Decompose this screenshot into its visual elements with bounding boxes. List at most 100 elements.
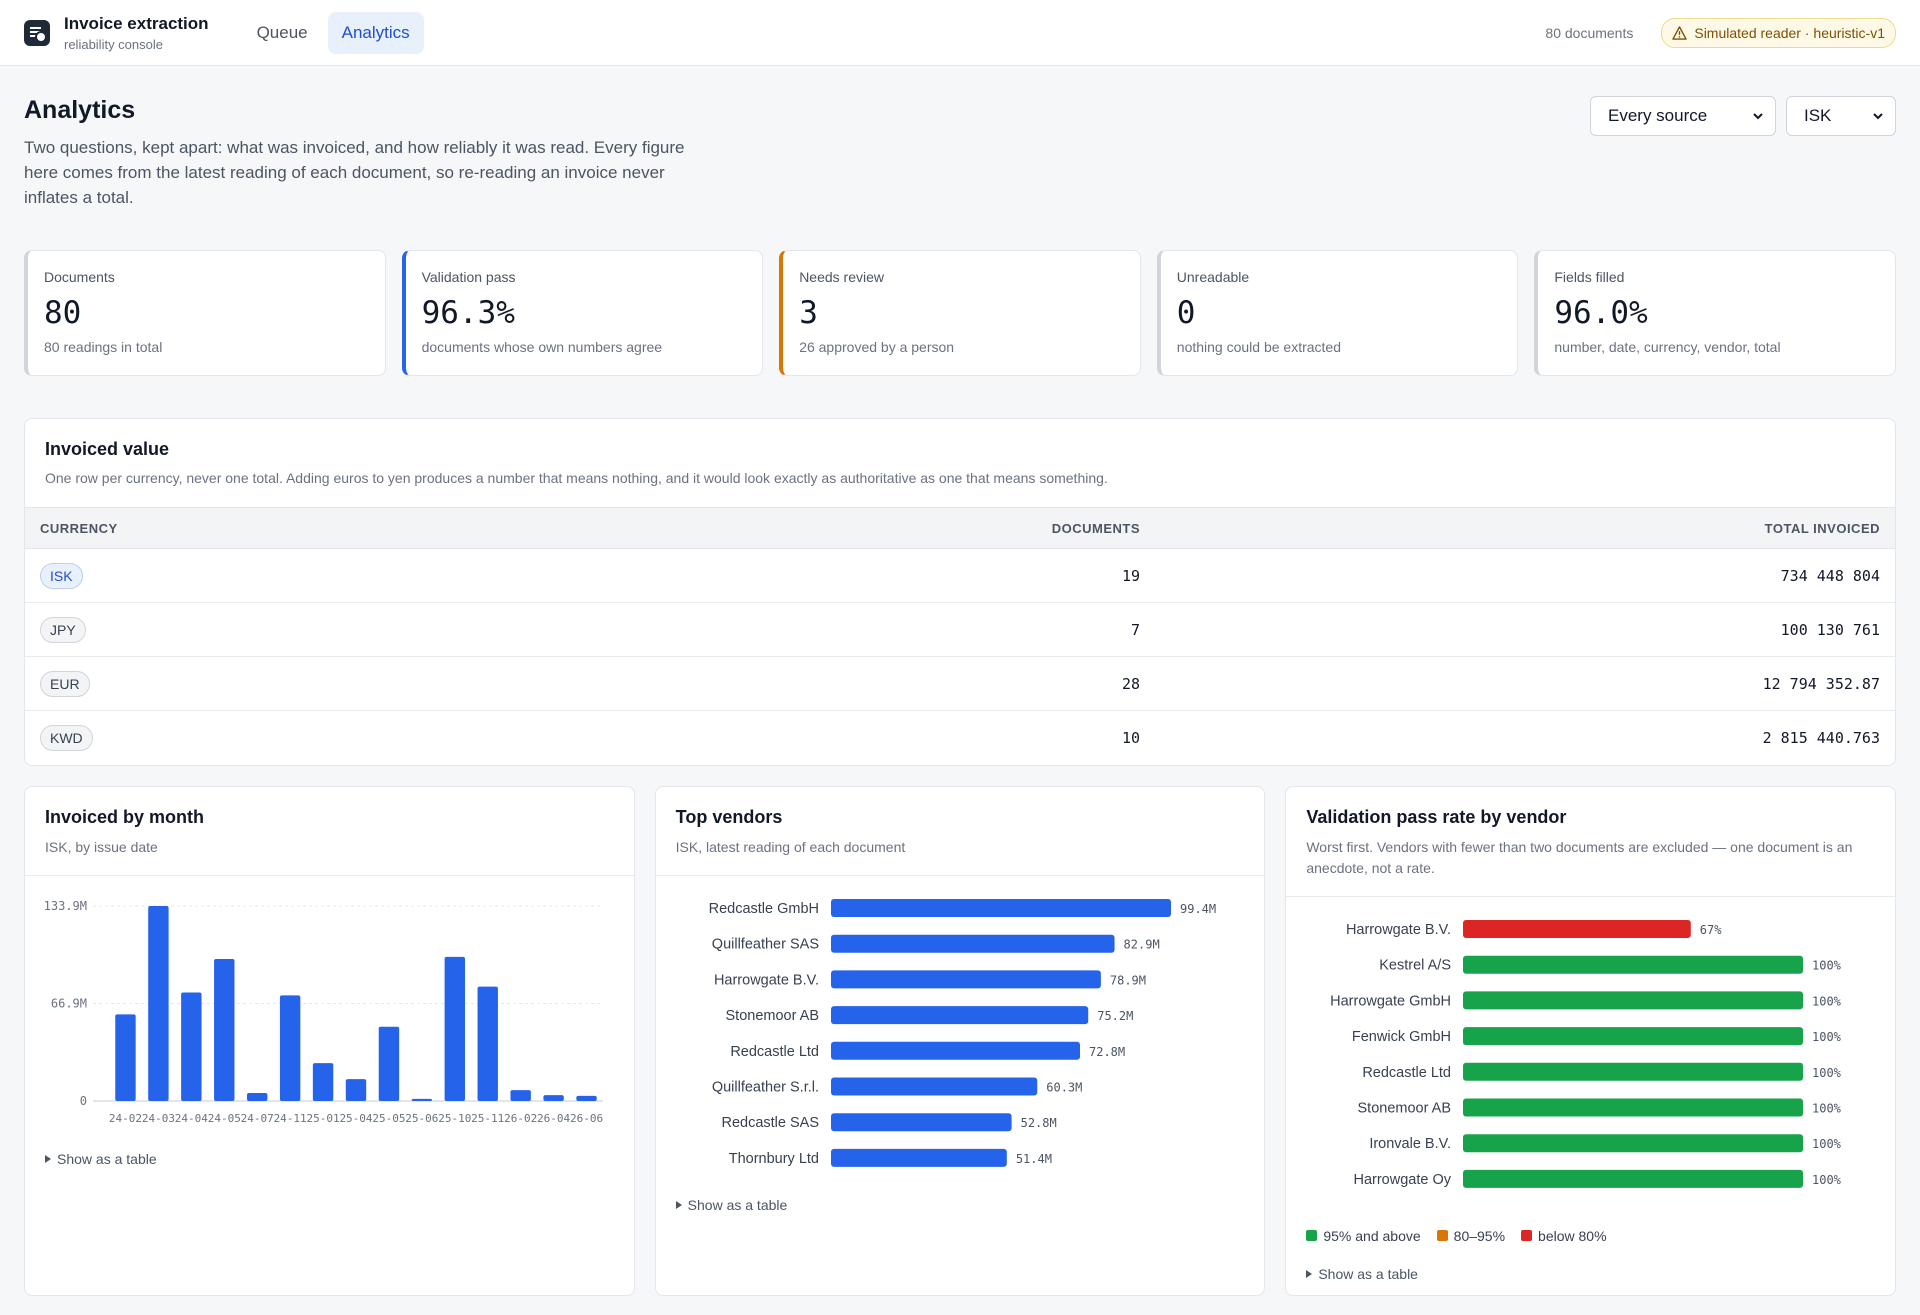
chevron-down-icon <box>1873 113 1883 120</box>
currency-chip[interactable]: JPY <box>40 616 86 643</box>
vendor-label: Kestrel A/S <box>1380 957 1452 973</box>
charts-row: Invoiced by month ISK, by issue date 0 66… <box>24 785 1897 1296</box>
kpi-validation-pass: Validation pass 96.3% documents whose ow… <box>401 250 764 376</box>
pass-rate-chart: Harrowgate B.V. 67% Kestrel A/S 100% Harrowg… <box>1330 919 1842 1188</box>
legend-label: 95% and above <box>1323 1227 1421 1244</box>
source-select[interactable]: Every source <box>1590 96 1776 136</box>
kpi-value: 80 <box>44 295 82 331</box>
kpi-label: Unreadable <box>1176 269 1250 285</box>
kpi-label: Fields filled <box>1554 269 1625 285</box>
chevron-down-icon <box>1753 113 1763 120</box>
total-cell: 100 130 761 <box>1155 602 1895 657</box>
kpi-documents: Documents 80 80 readings in total <box>24 250 386 376</box>
kpi-sub: number, date, currency, vendor, total <box>1554 339 1781 355</box>
source-select-value: Every source <box>1608 106 1708 125</box>
month-bar <box>477 986 498 1101</box>
x-tick-label: 25-01 <box>307 1112 340 1125</box>
chart-title: Invoiced by month <box>45 806 205 827</box>
x-tick-label: 24-02 <box>109 1112 142 1125</box>
vendor-label: Thornbury Ltd <box>728 1150 818 1166</box>
tab-analytics[interactable]: Analytics <box>327 11 424 54</box>
month-bar <box>148 905 169 1101</box>
kpi-needs-review: Needs review 3 26 approved by a person <box>779 250 1141 376</box>
column-header-total: TOTAL INVOICED <box>1155 507 1895 549</box>
vendor-bar <box>1463 990 1804 1009</box>
x-tick-label: 24-07 <box>241 1112 274 1125</box>
table-row: EUR 28 12 794 352.87 <box>25 656 1895 711</box>
bar-value-label: 78.9M <box>1110 973 1146 987</box>
bar-value-label: 52.8M <box>1020 1116 1056 1130</box>
vendor-bar <box>830 969 1101 988</box>
vendor-bar <box>830 898 1171 917</box>
month-bar <box>378 1026 400 1101</box>
vendor-bar <box>830 1112 1012 1131</box>
total-cell: 12 794 352.87 <box>1155 656 1895 711</box>
show-table-toggle[interactable]: Show as a table <box>1306 1266 1895 1282</box>
top-vendors-chart: Redcastle GmbH 99.4M Quillfeather SAS 82.9M… <box>708 898 1216 1167</box>
simulated-reader-label: Simulated reader · heuristic-v1 <box>1694 24 1885 41</box>
monthly-chart-card: Invoiced by month ISK, by issue date 0 66… <box>24 785 635 1296</box>
page-header: Analytics Two questions, kept apart: wha… <box>24 66 1896 210</box>
kpi-label: Needs review <box>799 269 885 285</box>
bar-value-label: 100% <box>1812 1172 1842 1186</box>
x-tick-label: 25-04 <box>339 1112 372 1125</box>
monthly-bar-chart: 0 66.9M 133.9M 24-02 24-03 24-04 24-05 24-07 24-… <box>44 899 603 1125</box>
x-tick-label: 25-06 <box>405 1112 438 1125</box>
table-header-row: CURRENCY DOCUMENTS TOTAL INVOICED <box>25 507 1895 549</box>
legend-swatch <box>1521 1230 1533 1241</box>
document-count-cell: 19 <box>755 548 1155 603</box>
vendor-bar <box>1463 1133 1804 1152</box>
kpi-label: Validation pass <box>421 269 516 285</box>
chart-header: Invoiced by month ISK, by issue date <box>25 787 634 876</box>
show-table-label: Show as a table <box>687 1196 788 1213</box>
bar-value-label: 60.3M <box>1046 1080 1082 1094</box>
x-tick-label: 24-11 <box>274 1112 307 1125</box>
currency-chip[interactable]: KWD <box>40 724 93 751</box>
kpi-sub: nothing could be extracted <box>1176 339 1342 355</box>
x-tick-label: 25-05 <box>372 1112 405 1125</box>
disclosure-triangle-icon <box>1306 1269 1313 1278</box>
tab-queue[interactable]: Queue <box>256 22 308 42</box>
bar-value-label: 51.4M <box>1015 1151 1051 1165</box>
currency-chip[interactable]: EUR <box>40 670 90 697</box>
vendor-bar <box>1463 1026 1804 1045</box>
vendor-label: Harrowgate B.V. <box>714 972 819 988</box>
bar-value-label: 72.8M <box>1089 1044 1125 1058</box>
kpi-value: 96.0% <box>1554 295 1648 331</box>
show-table-toggle[interactable]: Show as a table <box>45 1151 634 1167</box>
vendor-bar <box>1463 1062 1804 1081</box>
column-header-documents: DOCUMENTS <box>755 507 1155 549</box>
total-cell: 734 448 804 <box>1155 548 1895 603</box>
table-row: KWD 10 2 815 440.763 <box>25 711 1895 765</box>
vendor-bar <box>1463 955 1804 974</box>
table-row: ISK 19 734 448 804 <box>25 548 1895 603</box>
vendor-label: Harrowgate GmbH <box>1330 993 1451 1009</box>
bar-value-label: 100% <box>1812 958 1842 972</box>
kpi-value: 0 <box>1176 295 1196 331</box>
vendor-label: Stonemoor AB <box>1358 1100 1452 1116</box>
document-count-cell: 10 <box>1121 728 1140 747</box>
app-subtitle: reliability console <box>64 36 163 52</box>
kpi-fields-filled: Fields filled 96.0% number, date, curren… <box>1534 250 1896 376</box>
bar-value-label: 100% <box>1812 1030 1842 1044</box>
chart-header: Top vendors ISK, latest reading of each … <box>655 787 1265 876</box>
vendor-label: Harrowgate B.V. <box>1346 922 1451 938</box>
chart-subtitle: ISK, by issue date <box>45 838 158 855</box>
table-row: JPY 7 100 130 761 <box>25 602 1895 657</box>
y-tick-label: 0 <box>80 1094 87 1108</box>
column-header-currency: CURRENCY <box>25 507 755 549</box>
kpi-value: 3 <box>799 295 818 331</box>
show-table-label: Show as a table <box>1318 1265 1418 1282</box>
show-table-toggle[interactable]: Show as a table <box>675 1196 1265 1213</box>
invoiced-value-table: CURRENCY DOCUMENTS TOTAL INVOICED ISK 19… <box>25 507 1895 765</box>
show-table-label: Show as a table <box>57 1150 157 1167</box>
bar-value-label: 99.4M <box>1180 902 1216 916</box>
bar-value-label: 100% <box>1812 1137 1842 1151</box>
card-title: Invoiced value <box>45 439 170 459</box>
main-nav: Queue Analytics <box>243 11 424 54</box>
kpi-unreadable: Unreadable 0 nothing could be extracted <box>1156 250 1519 376</box>
currency-select[interactable]: ISK <box>1786 96 1896 136</box>
currency-chip[interactable]: ISK <box>40 562 83 589</box>
legend-label: 80–95% <box>1453 1227 1506 1244</box>
month-bar <box>510 1089 531 1101</box>
